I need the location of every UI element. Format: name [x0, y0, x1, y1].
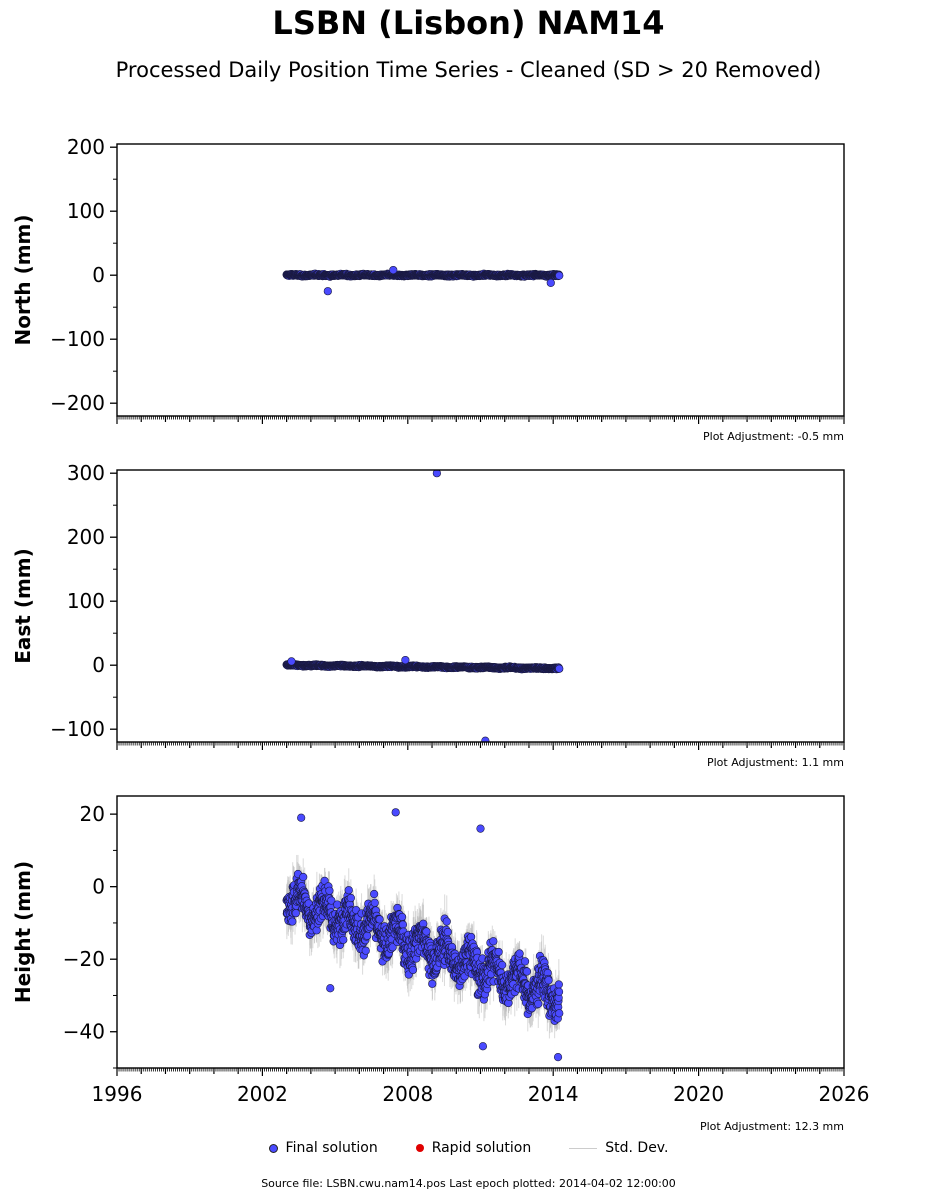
data-point — [323, 287, 332, 296]
y-tick-label: 200 — [67, 525, 105, 549]
plot-area-1 — [282, 265, 564, 296]
data-point — [432, 470, 441, 478]
y-tick-label: −200 — [50, 391, 105, 415]
plot-area-2 — [282, 470, 564, 742]
y-tick-label: 100 — [67, 199, 105, 223]
axes-frame — [116, 469, 845, 743]
data-point — [287, 657, 296, 666]
data-point — [555, 271, 564, 280]
y-tick-label: 0 — [92, 653, 105, 677]
chart-title: LSBN (Lisbon) NAM14 — [272, 4, 665, 42]
y-tick-label: −100 — [50, 717, 105, 741]
y-tick-label: 300 — [67, 461, 105, 485]
y-tick-label: 0 — [92, 263, 105, 287]
plot-adjustment-note: Plot Adjustment: -0.5 mm — [703, 430, 844, 443]
y-axis-label: North (mm) — [11, 214, 35, 345]
y-tick-label: 200 — [67, 135, 105, 159]
data-point — [555, 664, 564, 673]
chart-subtitle: Processed Daily Position Time Series - C… — [115, 58, 822, 82]
data-point — [546, 278, 555, 287]
data-point — [389, 265, 398, 275]
y-tick-label: −100 — [50, 327, 105, 351]
data-point — [401, 655, 410, 665]
data-point — [481, 736, 490, 742]
y-tick-label: 100 — [67, 589, 105, 613]
